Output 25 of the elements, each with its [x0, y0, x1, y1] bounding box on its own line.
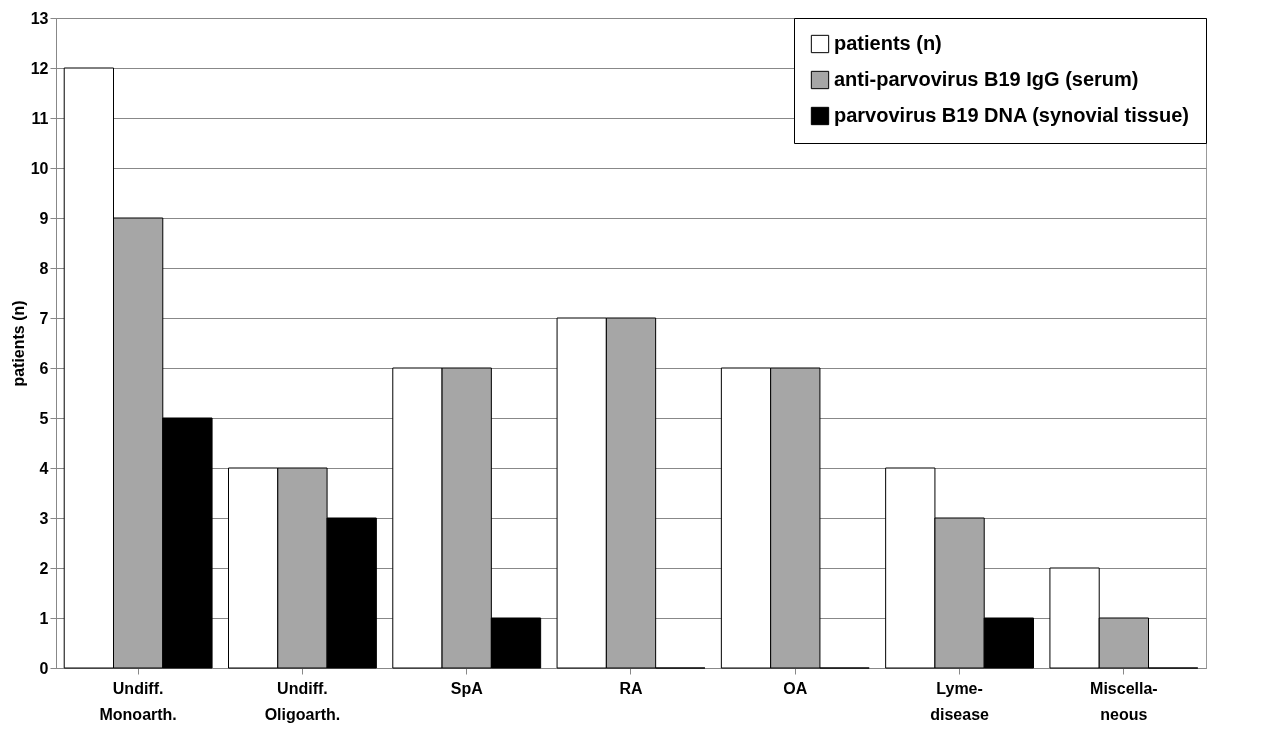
- y-tick-label: 8: [39, 259, 49, 277]
- y-tick-label: 0: [39, 659, 49, 677]
- y-tick-label: 2: [39, 559, 49, 577]
- y-tick-label: 1: [39, 609, 49, 627]
- y-tick-label: 12: [30, 59, 49, 77]
- x-tick-label: Undiff. Monoarth.: [99, 679, 177, 723]
- x-tick-label: Miscella- neous: [1090, 679, 1158, 723]
- x-tick-label: RA: [619, 679, 643, 697]
- x-tick-label: Lyme- disease: [930, 679, 990, 723]
- y-tick-label: 3: [39, 509, 49, 527]
- y-tick-label: 6: [39, 359, 49, 377]
- y-axis-title: patients (n): [9, 300, 27, 387]
- y-tick-label: 13: [30, 9, 49, 27]
- y-tick-label: 9: [39, 209, 49, 227]
- legend-label: anti-parvovirus B19 IgG (serum): [834, 68, 1139, 90]
- y-tick-label: 5: [39, 409, 49, 427]
- legend-label: parvovirus B19 DNA (synovial tissue): [834, 104, 1189, 126]
- legend-label: patients (n): [834, 32, 942, 54]
- y-tick-label: 11: [31, 109, 49, 127]
- x-tick-label: OA: [783, 679, 808, 697]
- x-tick-label: SpA: [450, 679, 484, 697]
- y-tick-label: 4: [39, 459, 49, 477]
- y-tick-label: 7: [39, 309, 49, 327]
- x-tick-label: Undiff. Oligoarth.: [264, 679, 341, 723]
- y-tick-label: 10: [30, 159, 49, 177]
